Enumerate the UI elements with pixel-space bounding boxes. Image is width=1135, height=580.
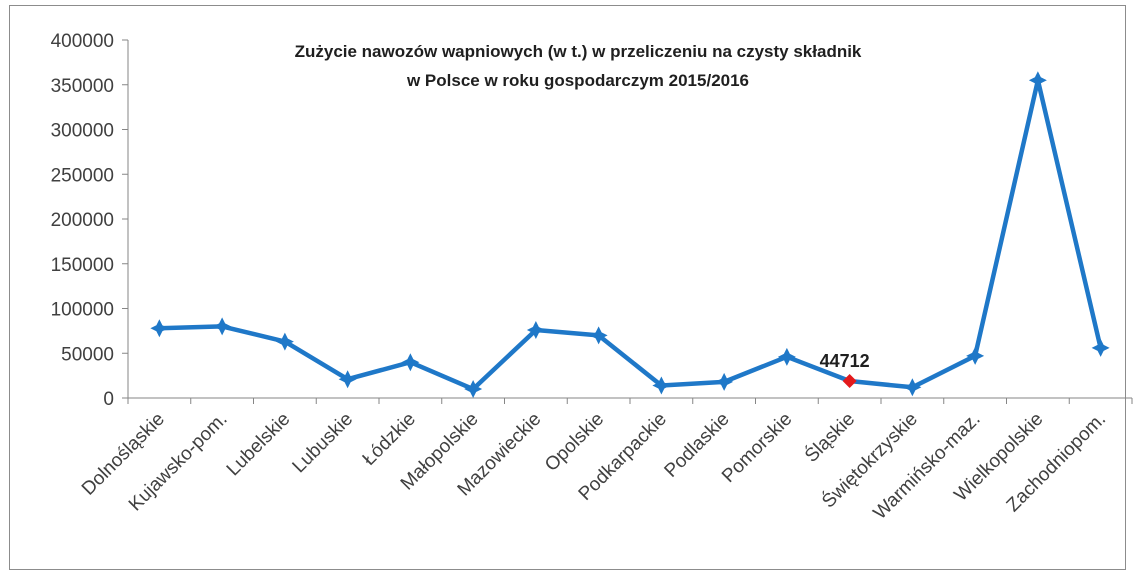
y-tick-label: 50000 xyxy=(61,344,114,365)
data-point xyxy=(715,372,734,391)
data-point xyxy=(903,378,922,397)
data-point xyxy=(213,317,232,336)
x-category-label: Śląskie xyxy=(800,408,859,467)
y-tick-label: 400000 xyxy=(51,31,114,52)
series-line xyxy=(159,78,1103,392)
y-tick-label: 0 xyxy=(103,389,114,410)
chart-series xyxy=(150,71,1110,399)
data-point xyxy=(652,376,671,395)
data-point xyxy=(464,380,483,399)
data-point xyxy=(526,320,545,339)
y-tick-label: 250000 xyxy=(51,165,114,186)
data-point xyxy=(777,347,796,366)
y-tick-label: 300000 xyxy=(51,121,114,142)
x-category-label: Łódzkie xyxy=(359,409,420,470)
data-point xyxy=(338,370,357,389)
chart-labels: DolnośląskieKujawsko-pom.LubelskieLubusk… xyxy=(78,351,1110,524)
highlight-data-label: 44712 xyxy=(820,351,870,371)
chart-title-line-1: Zużycie nawozów wapniowych (w t.) w prze… xyxy=(295,42,862,61)
data-point xyxy=(1091,338,1110,357)
data-point xyxy=(150,319,169,338)
chart-frame xyxy=(9,5,1126,570)
x-category-label: Lubuskie xyxy=(289,409,358,478)
x-category-label: Warmińsko-maz. xyxy=(870,409,985,524)
chart-title-line-2: w Polsce w roku gospodarczym 2015/2016 xyxy=(406,71,749,90)
x-category-label: Lubelskie xyxy=(223,409,295,481)
y-tick-label: 100000 xyxy=(51,300,114,321)
highlight-point xyxy=(842,373,857,388)
y-tick-label: 150000 xyxy=(51,255,114,276)
data-point xyxy=(589,326,608,345)
chart-axes: 0 50000 100000 150000 200000 250000 300000 3500… xyxy=(51,31,1133,410)
y-tick-label: 200000 xyxy=(51,210,114,231)
y-tick-label: 350000 xyxy=(51,76,114,97)
data-point xyxy=(1028,71,1047,90)
data-point xyxy=(966,346,985,365)
data-point xyxy=(275,332,294,351)
data-point xyxy=(401,353,420,372)
